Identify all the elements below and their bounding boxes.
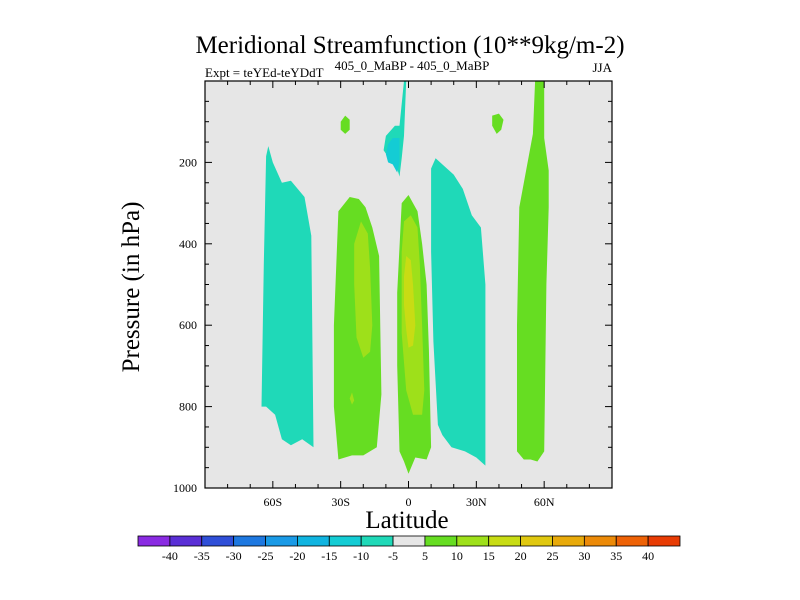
colorbar-label: 40 [642, 549, 654, 563]
x-tick-label: 30N [466, 495, 487, 509]
y-tick-label: 800 [179, 400, 197, 414]
colorbar-label: -40 [162, 549, 178, 563]
x-tick-label: 60S [263, 495, 282, 509]
colorbar-label: 30 [578, 549, 590, 563]
colorbar-swatch [456, 535, 490, 547]
contour-region-8 [492, 113, 504, 134]
colorbar-label: -20 [289, 549, 305, 563]
y-tick-label: 600 [179, 318, 197, 332]
colorbar-swatch [360, 535, 394, 547]
colorbar-swatch [328, 535, 362, 547]
x-tick-label: 0 [406, 495, 412, 509]
colorbar-label: 5 [422, 549, 428, 563]
colorbar-swatch [424, 535, 458, 547]
colorbar-swatch [583, 535, 617, 547]
contour-region-12 [404, 256, 416, 348]
colorbar-swatch [392, 535, 426, 547]
colorbar-label: -30 [226, 549, 242, 563]
colorbar-swatch [297, 535, 330, 547]
colorbar-swatch [169, 535, 203, 547]
contour-region-7 [340, 115, 350, 134]
y-tick-label: 200 [179, 155, 197, 169]
colorbar-swatch [233, 535, 266, 547]
colorbar-swatch [137, 535, 171, 547]
y-tick-label: 400 [179, 237, 197, 251]
contour-region-0 [261, 146, 314, 448]
colorbar-label: -10 [353, 549, 369, 563]
colorbar-swatch [647, 535, 681, 547]
x-axis-label: Latitude [365, 507, 448, 534]
x-tick-label: 30S [331, 495, 350, 509]
colorbar-label: -25 [258, 549, 274, 563]
contour-region-1 [431, 158, 486, 466]
colorbar-label: 35 [610, 549, 622, 563]
contour-region-3 [385, 138, 400, 173]
colorbar-swatch [488, 535, 521, 547]
colorbar-swatch [552, 535, 585, 547]
experiment-label: Expt = teYEd-teYDdT [205, 65, 324, 80]
colorbar-swatch [520, 535, 553, 547]
colorbar-swatch [615, 535, 649, 547]
x-tick-label: 60N [534, 495, 555, 509]
contour-region-11 [349, 392, 355, 405]
colorbar-swatch [265, 535, 298, 547]
colorbar-label: -35 [194, 549, 210, 563]
colorbar-label: 15 [483, 549, 495, 563]
colorbar-swatch [201, 535, 235, 547]
y-tick-label: 1000 [173, 481, 197, 495]
chart-subtitle: 405_0_MaBP - 405_0_MaBP [335, 58, 490, 73]
chart-title: Meridional Streamfunction (10**9kg/m-2) [195, 32, 624, 59]
contour-region-9 [354, 221, 373, 358]
colorbar-label: 10 [451, 549, 463, 563]
colorbar-label: -5 [388, 549, 398, 563]
season-label: JJA [592, 60, 612, 75]
colorbar-label: 25 [546, 549, 558, 563]
y-axis-label: Pressure (in hPa) [118, 202, 145, 373]
contour-region-6 [517, 81, 549, 462]
colorbar-label: 20 [515, 549, 527, 563]
colorbar-label: -15 [321, 549, 337, 563]
